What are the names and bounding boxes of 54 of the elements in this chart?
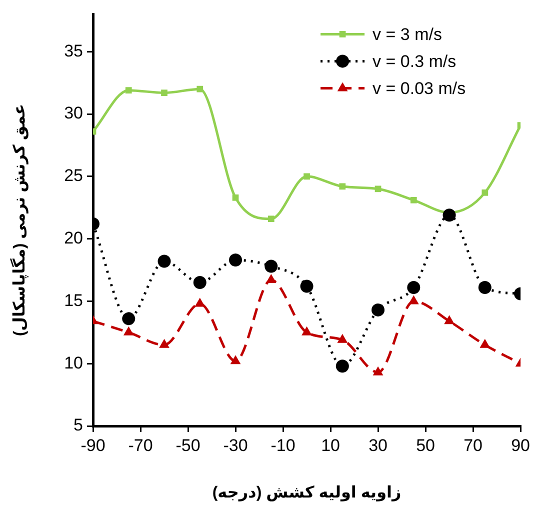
point bbox=[302, 326, 312, 336]
x-axis-title: زاویه اولیه کشش (درجه) bbox=[212, 484, 402, 502]
point bbox=[480, 338, 490, 348]
point bbox=[230, 355, 241, 364]
x-tick-label: 50 bbox=[416, 436, 435, 455]
point bbox=[266, 274, 276, 283]
legend-label: v = 0.03 m/s bbox=[372, 78, 466, 98]
point bbox=[304, 173, 310, 180]
legend-label: v = 0.3 m/s bbox=[372, 52, 456, 71]
y-tick-label: 35 bbox=[64, 41, 83, 60]
y-tick-label: 25 bbox=[64, 166, 83, 186]
point bbox=[478, 280, 492, 294]
point bbox=[232, 194, 239, 201]
point bbox=[337, 334, 348, 343]
point bbox=[372, 303, 385, 316]
x-tick-label: 30 bbox=[368, 436, 388, 455]
x-tick-label: -70 bbox=[128, 436, 153, 455]
y-tick-label: 10 bbox=[64, 353, 83, 372]
x-tick-label: -50 bbox=[176, 436, 200, 455]
point bbox=[407, 280, 420, 294]
point bbox=[125, 87, 132, 94]
x-tick-label: 70 bbox=[464, 436, 482, 455]
point bbox=[408, 295, 419, 304]
x-tick-label: -90 bbox=[80, 436, 106, 455]
point bbox=[410, 196, 417, 204]
point bbox=[339, 183, 346, 190]
point bbox=[444, 315, 454, 324]
y-tick-label: 15 bbox=[64, 290, 83, 310]
x-tick-label: 90 bbox=[511, 436, 530, 455]
point bbox=[264, 260, 278, 273]
point bbox=[193, 276, 206, 289]
legend-label: v = 3 m/s bbox=[372, 24, 442, 44]
x-tick-label: -10 bbox=[270, 436, 296, 455]
point bbox=[194, 298, 206, 307]
x-tick-label: -30 bbox=[223, 436, 248, 455]
point bbox=[442, 208, 456, 222]
point bbox=[336, 360, 349, 373]
point bbox=[229, 254, 242, 267]
x-tick-label: 10 bbox=[321, 436, 340, 455]
y-tick-label: 30 bbox=[64, 104, 83, 123]
point bbox=[123, 326, 134, 336]
point bbox=[482, 189, 488, 196]
y-tick-label: 5 bbox=[74, 416, 83, 435]
point bbox=[161, 90, 168, 96]
point bbox=[159, 338, 170, 348]
point bbox=[300, 280, 314, 293]
point bbox=[268, 216, 274, 222]
point bbox=[374, 186, 382, 192]
point bbox=[158, 254, 171, 268]
y-axis-title: عمق کرنش نرمی (مگاپاسکال) bbox=[9, 104, 28, 336]
y-tick-label: 20 bbox=[64, 228, 83, 248]
point bbox=[196, 86, 204, 92]
point bbox=[122, 312, 136, 326]
point bbox=[372, 366, 384, 376]
